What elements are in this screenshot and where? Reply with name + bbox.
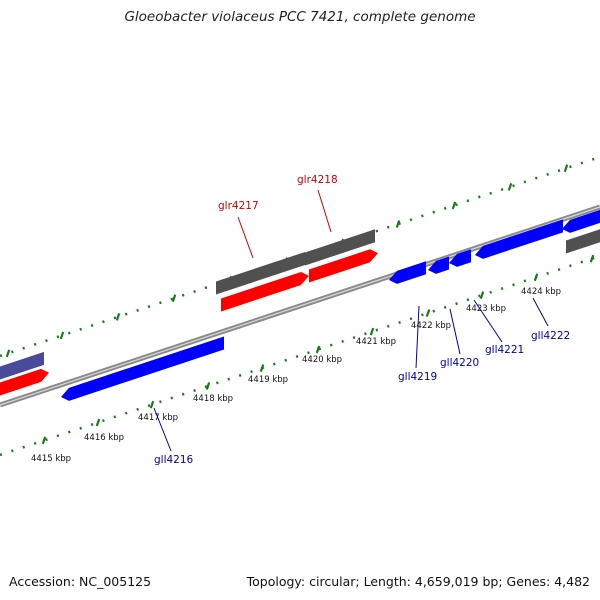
inner-tick-1: [95, 418, 101, 427]
gene-label-glr4217: glr4217: [218, 200, 259, 212]
inner-tick-4: [259, 364, 265, 372]
outer-tick-10: [563, 164, 569, 173]
inner-tick-3: [205, 382, 211, 390]
inner-tick-5: [315, 345, 321, 354]
gene-gll4220: [428, 256, 449, 274]
gene-grey-right-partial: [566, 229, 600, 254]
map-title: Gloeobacter violaceus PCC 7421, complete…: [124, 9, 476, 25]
gene-grey-4217: [216, 251, 305, 295]
outer-tick-8: [451, 201, 457, 210]
outer-tick-1: [59, 331, 65, 340]
inner-tick-2: [149, 400, 155, 409]
gene-gll4222: [475, 219, 563, 259]
inner-tick-10: [589, 254, 595, 263]
callout-glr4218: [317, 189, 332, 233]
inner-tick-0: [41, 436, 47, 445]
ruler-label-4416: 4416 kbp: [84, 433, 124, 443]
callout-gll4219: [415, 305, 420, 369]
ruler-label-4418: 4418 kbp: [193, 394, 233, 404]
gene-label-glr4218: glr4218: [297, 174, 338, 186]
accession-text: Accession: NC_005125: [9, 574, 152, 589]
ruler-labels: 4415 kbp 4416 kbp 4417 kbp 4418 kbp 4419…: [31, 287, 561, 464]
ruler-label-4420: 4420 kbp: [302, 355, 342, 365]
genome-backbone: [0, 204, 600, 408]
outer-tick-7: [395, 220, 401, 228]
ruler-label-4422: 4422 kbp: [411, 321, 451, 331]
gene-features: [0, 209, 600, 401]
gene-gll4216: [61, 336, 224, 401]
callout-gll4222: [532, 297, 549, 327]
ruler-label-4419: 4419 kbp: [248, 375, 288, 385]
ruler-label-4417: 4417 kbp: [138, 413, 178, 423]
ruler-label-4424: 4424 kbp: [521, 287, 561, 297]
outer-tick-9: [507, 182, 513, 191]
gene-partial-left-upper: [0, 351, 44, 380]
gene-label-gll4222: gll4222: [531, 330, 570, 342]
inner-tick-9: [533, 273, 539, 282]
gene-label-gll4220: gll4220: [440, 357, 479, 369]
outer-tick-2: [115, 313, 121, 321]
backbone-highlight: [0, 206, 600, 406]
gene-labels: glr4217 glr4218 gll4216 gll4219 gll4220 …: [154, 174, 570, 466]
genome-summary-text: Topology: circular; Length: 4,659,019 bp…: [246, 574, 590, 589]
callout-gll4216: [153, 407, 172, 452]
inner-tick-6: [369, 327, 375, 336]
gene-glr4217: [221, 271, 309, 312]
inner-ruler: [0, 254, 600, 457]
callout-gll4221: [473, 299, 503, 343]
ruler-label-4423: 4423 kbp: [466, 304, 506, 314]
callout-lines: [153, 189, 549, 452]
gene-right-partial-blue: [562, 209, 600, 233]
gene-forward-left-partial: [0, 368, 49, 396]
gene-label-gll4219: gll4219: [398, 371, 437, 383]
ruler-label-4415: 4415 kbp: [31, 454, 71, 464]
inner-ruler-ticks: [41, 254, 595, 445]
gene-label-gll4221: gll4221: [485, 344, 524, 356]
gene-gll4221: [449, 249, 471, 267]
outer-tick-3: [171, 294, 177, 303]
gene-label-gll4216: gll4216: [154, 454, 194, 466]
callout-glr4217: [237, 216, 254, 259]
outer-tick-0: [5, 349, 11, 358]
gene-grey-4218: [305, 229, 375, 266]
inner-tick-7: [425, 309, 431, 317]
callout-gll4220: [449, 308, 461, 355]
gene-gll4219: [389, 261, 426, 284]
inner-tick-8: [479, 291, 485, 299]
ruler-label-4421: 4421 kbp: [356, 337, 396, 347]
gene-glr4218: [309, 249, 378, 283]
